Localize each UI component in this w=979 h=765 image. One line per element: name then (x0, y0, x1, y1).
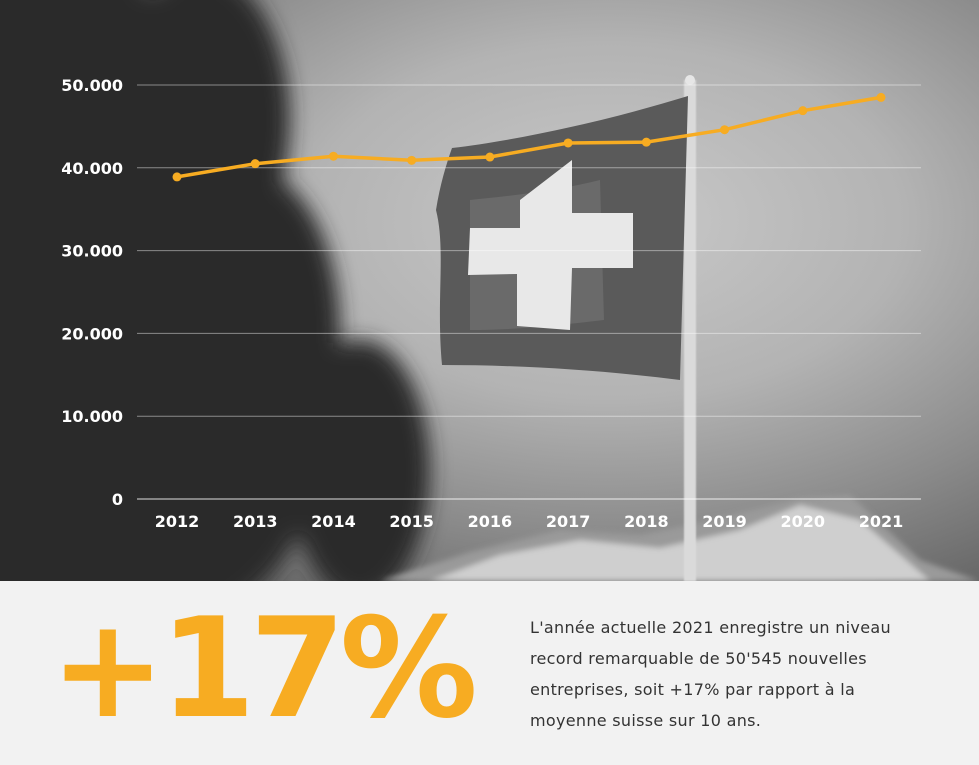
data-point (407, 155, 417, 165)
data-point (250, 159, 260, 169)
x-tick-label: 2013 (233, 512, 278, 531)
x-tick-label: 2015 (389, 512, 434, 531)
x-tick-label: 2019 (702, 512, 747, 531)
y-tick-label: 40.000 (61, 159, 123, 178)
y-tick-label: 10.000 (61, 407, 123, 426)
data-point (641, 137, 651, 147)
data-point (563, 138, 573, 148)
summary-panel (0, 581, 979, 765)
x-tick-label: 2014 (311, 512, 356, 531)
x-tick-label: 2018 (624, 512, 669, 531)
data-point (798, 106, 808, 116)
data-point (720, 125, 730, 135)
hero-photo: 0 10.000 20.000 30.000 40.000 50.000 2012 2013… (0, 0, 979, 581)
data-point (328, 151, 338, 161)
x-tick-label: 2020 (781, 512, 826, 531)
line-chart: 0 10.000 20.000 30.000 40.000 50.000 2012 2013… (0, 0, 979, 581)
growth-stat: +17% (50, 588, 478, 749)
x-tick-label: 2021 (859, 512, 904, 531)
data-point (876, 92, 886, 102)
series-line (175, 95, 883, 179)
data-point (485, 152, 495, 162)
x-tick-label: 2012 (155, 512, 200, 531)
y-tick-label: 20.000 (61, 324, 123, 343)
stat-description: L'année actuelle 2021 enregistre un nive… (530, 618, 891, 730)
y-tick-label: 0 (112, 490, 123, 509)
swiss-flag-icon (436, 75, 696, 581)
data-point (172, 172, 182, 182)
y-tick-label: 50.000 (61, 76, 123, 95)
x-tick-label: 2017 (546, 512, 591, 531)
y-tick-label: 30.000 (61, 242, 123, 261)
x-tick-label: 2016 (468, 512, 513, 531)
background-scenery (0, 0, 979, 581)
